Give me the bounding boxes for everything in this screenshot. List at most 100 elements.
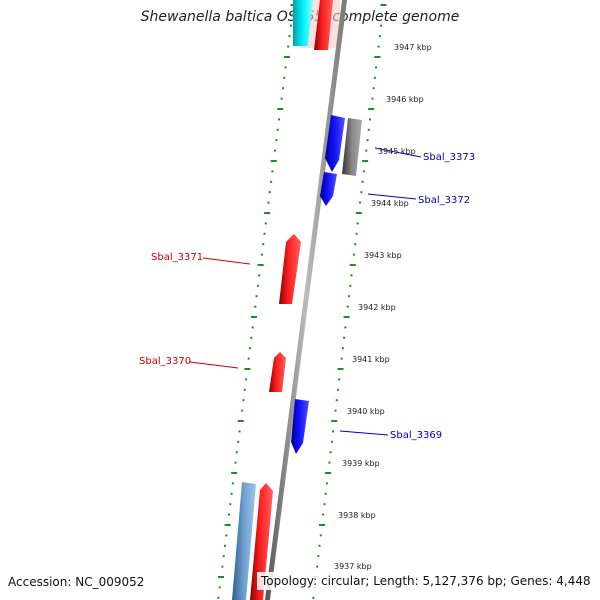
minor-tick bbox=[353, 253, 355, 256]
tick-label: 3937 kbp bbox=[334, 562, 372, 571]
gene-label-sbal-3369[interactable]: Sbal_3369 bbox=[390, 430, 442, 441]
minor-tick bbox=[359, 201, 362, 204]
minor-tick bbox=[268, 191, 271, 194]
minor-tick bbox=[329, 451, 332, 454]
minor-tick bbox=[373, 76, 376, 79]
minor-tick bbox=[278, 118, 280, 121]
rna-feature[interactable] bbox=[293, 0, 313, 46]
minor-tick bbox=[280, 97, 283, 100]
major-tick bbox=[349, 264, 356, 266]
gene-label-sbal-3372[interactable]: Sbal_3372 bbox=[418, 195, 470, 206]
accession-label: Accession: NC_009052 bbox=[8, 575, 145, 589]
minor-tick bbox=[274, 149, 277, 152]
minor-tick bbox=[366, 139, 369, 142]
major-tick bbox=[362, 160, 369, 162]
minor-tick bbox=[288, 35, 291, 38]
minor-tick bbox=[255, 295, 258, 298]
major-tick bbox=[374, 56, 381, 58]
minor-tick bbox=[289, 24, 292, 27]
minor-tick bbox=[362, 170, 365, 173]
tick-label: 3942 kbp bbox=[358, 303, 396, 312]
minor-tick bbox=[250, 336, 253, 339]
minor-tick bbox=[348, 295, 351, 298]
minor-tick bbox=[243, 388, 246, 391]
tick-labels: 3947 kbp 3946 kbp 3945 kbp 3944 kbp 3943… bbox=[334, 43, 432, 571]
minor-tick bbox=[260, 253, 263, 256]
minor-tick bbox=[337, 388, 339, 391]
minor-tick bbox=[221, 565, 224, 568]
leader-sbal-3372 bbox=[367, 193, 417, 200]
minor-tick bbox=[330, 440, 333, 443]
gene-label-sbal-3371[interactable]: Sbal_3371 bbox=[151, 252, 203, 263]
gene-feature-forward-bottom[interactable] bbox=[250, 483, 273, 600]
minor-tick bbox=[276, 128, 279, 131]
gene-feature-sbal-3373[interactable] bbox=[325, 115, 345, 172]
minor-tick bbox=[380, 24, 383, 27]
gene-feature-sbal-3369[interactable] bbox=[291, 399, 309, 454]
minor-tick bbox=[262, 243, 265, 246]
major-tick bbox=[319, 524, 325, 526]
minor-tick bbox=[247, 357, 250, 360]
minor-tick bbox=[346, 305, 349, 308]
major-tick bbox=[331, 420, 338, 422]
minor-tick bbox=[282, 87, 284, 90]
gene-feature-sbal-3372[interactable] bbox=[320, 172, 337, 206]
minor-tick bbox=[256, 284, 259, 287]
minor-tick bbox=[235, 451, 238, 454]
minor-tick bbox=[335, 399, 338, 402]
leader-sbal-3369 bbox=[339, 430, 389, 436]
major-tick bbox=[264, 212, 271, 214]
tick-label: 3940 kbp bbox=[347, 407, 385, 416]
minor-tick bbox=[316, 565, 319, 568]
minor-tick bbox=[251, 326, 254, 329]
pseudogene-feature[interactable] bbox=[342, 118, 362, 176]
minor-tick bbox=[369, 118, 371, 121]
minor-tick bbox=[354, 243, 357, 246]
minor-tick bbox=[332, 430, 335, 433]
minor-tick bbox=[242, 399, 245, 402]
gene-feature-forward-top[interactable] bbox=[314, 0, 333, 50]
minor-tick bbox=[377, 45, 380, 48]
label-leaders bbox=[189, 147, 422, 436]
minor-tick bbox=[283, 76, 286, 79]
tick-label: 3939 kbp bbox=[342, 459, 380, 468]
minor-tick bbox=[249, 347, 251, 350]
gene-feature-sbal-3370[interactable] bbox=[269, 352, 286, 392]
minor-tick bbox=[371, 97, 374, 100]
tick-label: 3938 kbp bbox=[338, 511, 376, 520]
minor-tick bbox=[338, 378, 341, 381]
minor-tick bbox=[275, 139, 278, 142]
backbone bbox=[265, 0, 347, 600]
minor-tick bbox=[287, 45, 290, 48]
gene-label-sbal-3370[interactable]: Sbal_3370 bbox=[139, 356, 191, 367]
major-tick bbox=[325, 472, 332, 474]
minor-tick bbox=[322, 513, 325, 516]
minor-tick bbox=[324, 492, 327, 495]
minor-tick bbox=[231, 482, 234, 485]
minor-tick bbox=[356, 222, 359, 225]
minor-tick bbox=[217, 596, 220, 599]
minor-tick bbox=[238, 430, 241, 433]
major-tick bbox=[224, 524, 231, 526]
gene-label-sbal-3373[interactable]: Sbal_3373 bbox=[423, 152, 475, 163]
minor-tick bbox=[360, 191, 363, 194]
major-tick bbox=[283, 56, 290, 58]
major-tick bbox=[337, 368, 344, 370]
minor-tick bbox=[323, 503, 326, 506]
alt-cds-feature[interactable] bbox=[232, 482, 256, 600]
minor-tick bbox=[225, 534, 228, 537]
minor-tick bbox=[291, 14, 294, 17]
minor-tick bbox=[381, 14, 384, 17]
major-tick bbox=[251, 316, 257, 318]
gene-feature-sbal-3371[interactable] bbox=[279, 234, 301, 304]
minor-tick bbox=[343, 336, 346, 339]
minor-tick bbox=[378, 35, 381, 38]
minor-tick bbox=[227, 513, 230, 516]
leader-sbal-3370 bbox=[189, 361, 239, 369]
minor-tick bbox=[267, 201, 270, 204]
minor-tick bbox=[318, 544, 321, 547]
minor-tick bbox=[271, 170, 274, 173]
minor-tick bbox=[361, 180, 364, 183]
minor-tick bbox=[341, 347, 344, 350]
